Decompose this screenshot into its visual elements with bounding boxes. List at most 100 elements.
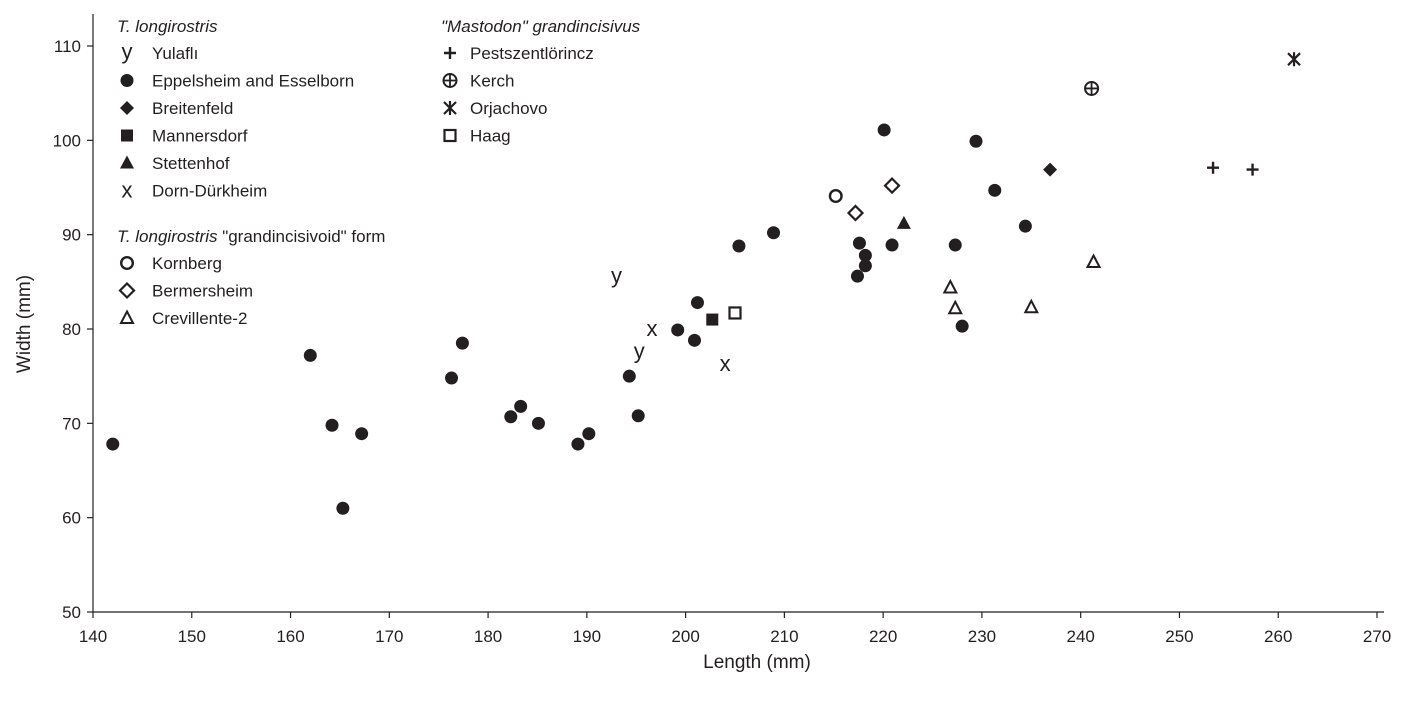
legend-marker <box>119 256 134 271</box>
legend-entry-label: Dorn-Dürkheim <box>152 182 267 201</box>
svg-text:x: x <box>647 316 658 341</box>
legend-marker <box>443 101 457 115</box>
data-point <box>514 399 528 413</box>
data-point <box>1018 219 1032 233</box>
data-point <box>455 336 469 350</box>
legend-entry-label: Mannersdorf <box>152 127 248 146</box>
data-point <box>877 123 891 137</box>
svg-text:y: y <box>611 263 622 288</box>
svg-text:y: y <box>634 339 645 364</box>
data-point <box>728 306 742 320</box>
data-point <box>671 323 685 337</box>
x-axis-ticks: 140 150 160 170 180 190 200 210 220 230 240 250 260 2… <box>79 612 1391 646</box>
legend-heading-italic: "Mastodon" grandincisivus <box>441 17 641 36</box>
data-point <box>767 226 781 240</box>
data-point <box>858 248 872 262</box>
legend-heading-italic: T. longirostris <box>117 17 218 36</box>
data-point <box>885 238 899 252</box>
data-point <box>828 188 843 203</box>
y-tick-label: 110 <box>54 37 81 56</box>
x-tick-label: 240 <box>1067 627 1095 646</box>
legend-heading: T. longirostris "grandincisivoid" form <box>117 227 385 246</box>
legend-entry-label: Orjachovo <box>470 99 547 118</box>
x-tick-label: 200 <box>671 627 699 646</box>
y-tick-label: 90 <box>62 226 81 245</box>
data-point <box>969 134 983 148</box>
data-point <box>582 427 596 441</box>
legend-entry-label: Breitenfeld <box>152 99 233 118</box>
data-point <box>1085 253 1102 269</box>
legend-entry-label: Haag <box>470 127 511 146</box>
legend-heading: T. longirostris <box>117 17 218 36</box>
legend-heading-rest: "grandincisivoid" form <box>217 227 385 246</box>
data-point <box>622 369 636 383</box>
data-point: y <box>611 263 622 288</box>
data-point <box>336 501 350 515</box>
data-point <box>504 410 518 424</box>
y-axis-ticks: 50 60 70 80 90 100 110 <box>53 37 93 622</box>
legend-marker <box>118 281 136 300</box>
legend-entry-label: Eppelsheim and Esselborn <box>152 72 354 91</box>
data-point <box>942 278 958 294</box>
data-point <box>846 204 865 222</box>
svg-text:x: x <box>720 351 731 376</box>
data-point <box>1246 163 1259 176</box>
legend-marker <box>444 47 456 59</box>
data-point <box>688 333 702 347</box>
y-tick-label: 70 <box>62 414 81 433</box>
data-point: x <box>720 351 731 376</box>
legend-marker <box>121 129 133 142</box>
data-point <box>571 437 585 451</box>
x-tick-label: 190 <box>573 627 601 646</box>
data-point <box>690 296 704 310</box>
x-tick-label: 230 <box>968 627 996 646</box>
y-axis-title: Width (mm) <box>14 275 35 373</box>
legend-heading-italic: T. longirostris <box>117 227 218 246</box>
data-point <box>852 236 866 250</box>
data-point <box>1287 52 1301 67</box>
data-point <box>1043 162 1058 177</box>
svg-text:y: y <box>122 39 133 64</box>
data-point: x <box>647 316 658 341</box>
data-point <box>631 409 645 423</box>
y-tick-label: 60 <box>62 509 81 528</box>
data-point <box>106 437 120 451</box>
x-tick-label: 260 <box>1264 627 1292 646</box>
data-point <box>531 416 545 430</box>
x-tick-label: 160 <box>276 627 304 646</box>
data-point <box>948 238 962 252</box>
legend-marker: y <box>122 39 133 64</box>
legend-entry-label: Bermersheim <box>152 282 253 301</box>
legend-marker <box>443 128 457 143</box>
data-point <box>1023 298 1039 314</box>
legend-marker <box>442 73 458 88</box>
legend-marker <box>120 74 134 87</box>
legend-entry-label: Kerch <box>470 72 514 91</box>
y-tick-label: 50 <box>62 603 81 622</box>
data-point <box>850 269 864 283</box>
x-tick-label: 140 <box>79 627 107 646</box>
x-tick-label: 150 <box>178 627 206 646</box>
legend-entry-label: Kornberg <box>152 254 222 273</box>
legend-entry-label: Stettenhof <box>152 154 230 173</box>
x-tick-label: 170 <box>375 627 403 646</box>
x-tick-label: 180 <box>474 627 502 646</box>
data-point <box>445 371 459 385</box>
data-point <box>883 177 901 195</box>
x-axis-title: Length (mm) <box>703 652 811 673</box>
x-tick-label: 220 <box>869 627 897 646</box>
data-point <box>732 239 746 253</box>
legend-entry-label: Yulaflı <box>152 44 198 63</box>
data-point <box>355 427 369 441</box>
legend-entry-label: Crevillente-2 <box>152 309 247 328</box>
y-tick-label: 80 <box>62 320 81 339</box>
y-tick-label: 100 <box>53 131 81 150</box>
data-point <box>706 313 719 326</box>
data-point <box>325 418 339 432</box>
legend: T. longirostris y Yulaflı Eppelsheim and Es… <box>117 17 641 328</box>
data-point <box>955 319 969 333</box>
data-point <box>947 299 963 315</box>
x-tick-label: 210 <box>770 627 798 646</box>
